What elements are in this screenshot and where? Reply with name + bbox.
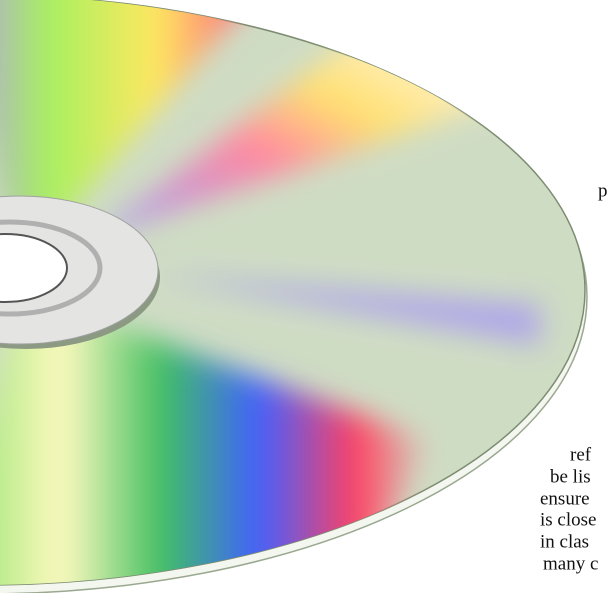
hub-ring	[0, 219, 103, 317]
text-fragment: many c	[543, 553, 598, 574]
text-fragment: in clas	[540, 531, 589, 552]
text-fragment: be lis	[550, 466, 591, 487]
text-fragment: ensure	[540, 488, 590, 509]
text-fragment: p	[598, 180, 608, 201]
center-hole	[0, 233, 68, 303]
text-fragments: p ref be lis ensure is close in clas man…	[540, 180, 608, 574]
text-fragment: is close	[540, 509, 596, 530]
text-fragment: ref	[570, 444, 592, 465]
hub	[0, 195, 159, 345]
